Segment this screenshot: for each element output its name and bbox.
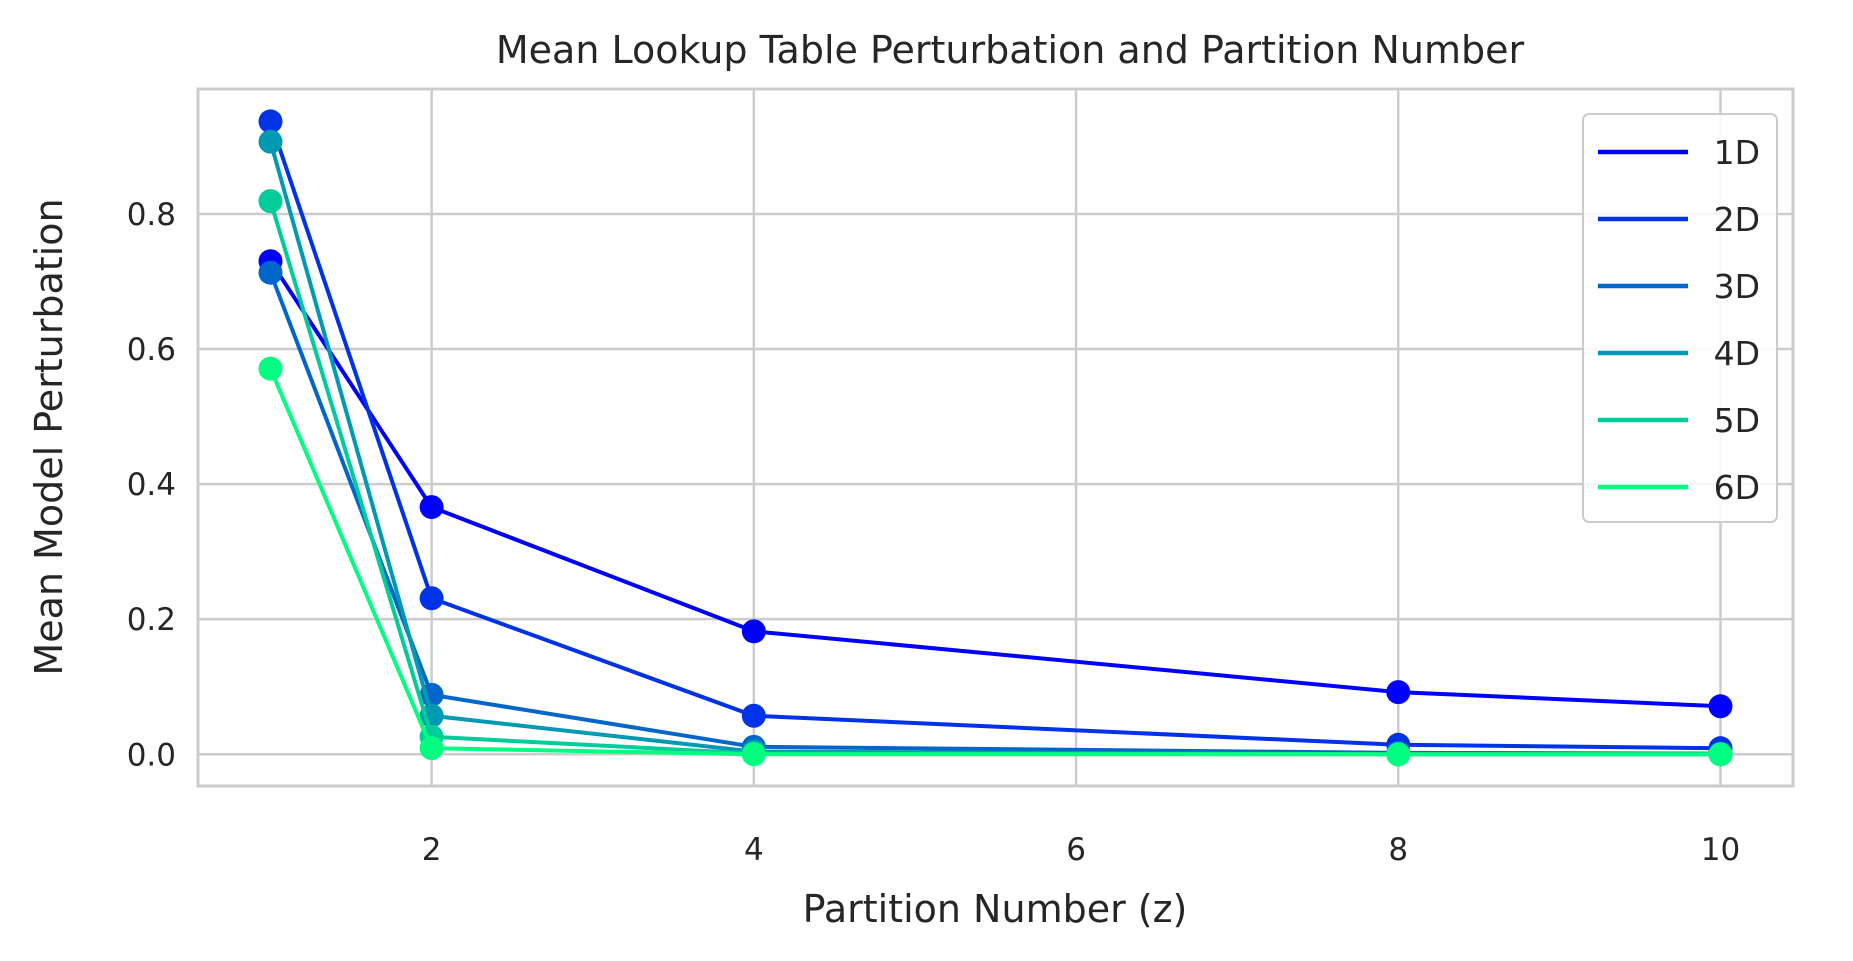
data-point xyxy=(258,109,283,134)
series-6D xyxy=(258,356,1733,767)
series-3D xyxy=(258,260,1733,766)
series-line xyxy=(268,271,1721,756)
y-tick-label: 0.4 xyxy=(127,467,176,503)
x-tick-label: 6 xyxy=(1066,832,1086,868)
legend: 1D 2D 3D 4D 5D 6D xyxy=(1582,113,1778,523)
x-axis-title: Partition Number (z) xyxy=(803,887,1188,931)
series-line xyxy=(268,141,1721,757)
data-point xyxy=(258,129,283,154)
x-tick-label: 2 xyxy=(422,832,442,868)
legend-label: 2D xyxy=(1714,200,1760,239)
data-point xyxy=(419,586,444,611)
plot-frame xyxy=(196,87,1795,788)
grid xyxy=(198,89,1793,786)
data-point xyxy=(258,189,283,214)
series-2D xyxy=(258,109,1733,761)
data-point xyxy=(741,742,766,767)
data-point xyxy=(1386,742,1411,767)
data-point xyxy=(258,356,283,381)
legend-label: 3D xyxy=(1714,267,1760,306)
series-4D xyxy=(258,129,1733,767)
x-tick-label: 4 xyxy=(744,832,764,868)
legend-label: 4D xyxy=(1714,334,1760,373)
y-tick-label: 0.8 xyxy=(127,197,176,233)
y-tick-label: 0.0 xyxy=(127,737,176,773)
legend-box xyxy=(1582,113,1778,523)
y-tick-label: 0.6 xyxy=(127,332,176,368)
x-tick-label: 8 xyxy=(1388,832,1408,868)
legend-label: 5D xyxy=(1714,401,1760,440)
legend-label: 1D xyxy=(1714,133,1760,172)
data-point xyxy=(1708,694,1733,719)
legend-label: 6D xyxy=(1714,468,1760,507)
data-point xyxy=(741,619,766,644)
chart-title: Mean Lookup Table Perturbation and Parti… xyxy=(496,28,1525,72)
data-point xyxy=(741,703,766,728)
data-point xyxy=(1708,742,1733,767)
data-point xyxy=(419,736,444,761)
data-point xyxy=(1386,680,1411,705)
x-axis-ticks: 2 4 6 8 10 xyxy=(422,832,1740,868)
y-axis-ticks: 0.0 0.2 0.4 0.6 0.8 xyxy=(127,197,176,773)
data-point xyxy=(419,495,444,520)
series-line xyxy=(268,200,1721,757)
y-tick-label: 0.2 xyxy=(127,602,176,638)
data-point xyxy=(258,260,283,285)
series-group xyxy=(258,109,1733,767)
series-5D xyxy=(258,189,1733,767)
y-axis-title: Mean Model Perturbation xyxy=(27,198,71,675)
x-tick-label: 10 xyxy=(1701,832,1740,868)
